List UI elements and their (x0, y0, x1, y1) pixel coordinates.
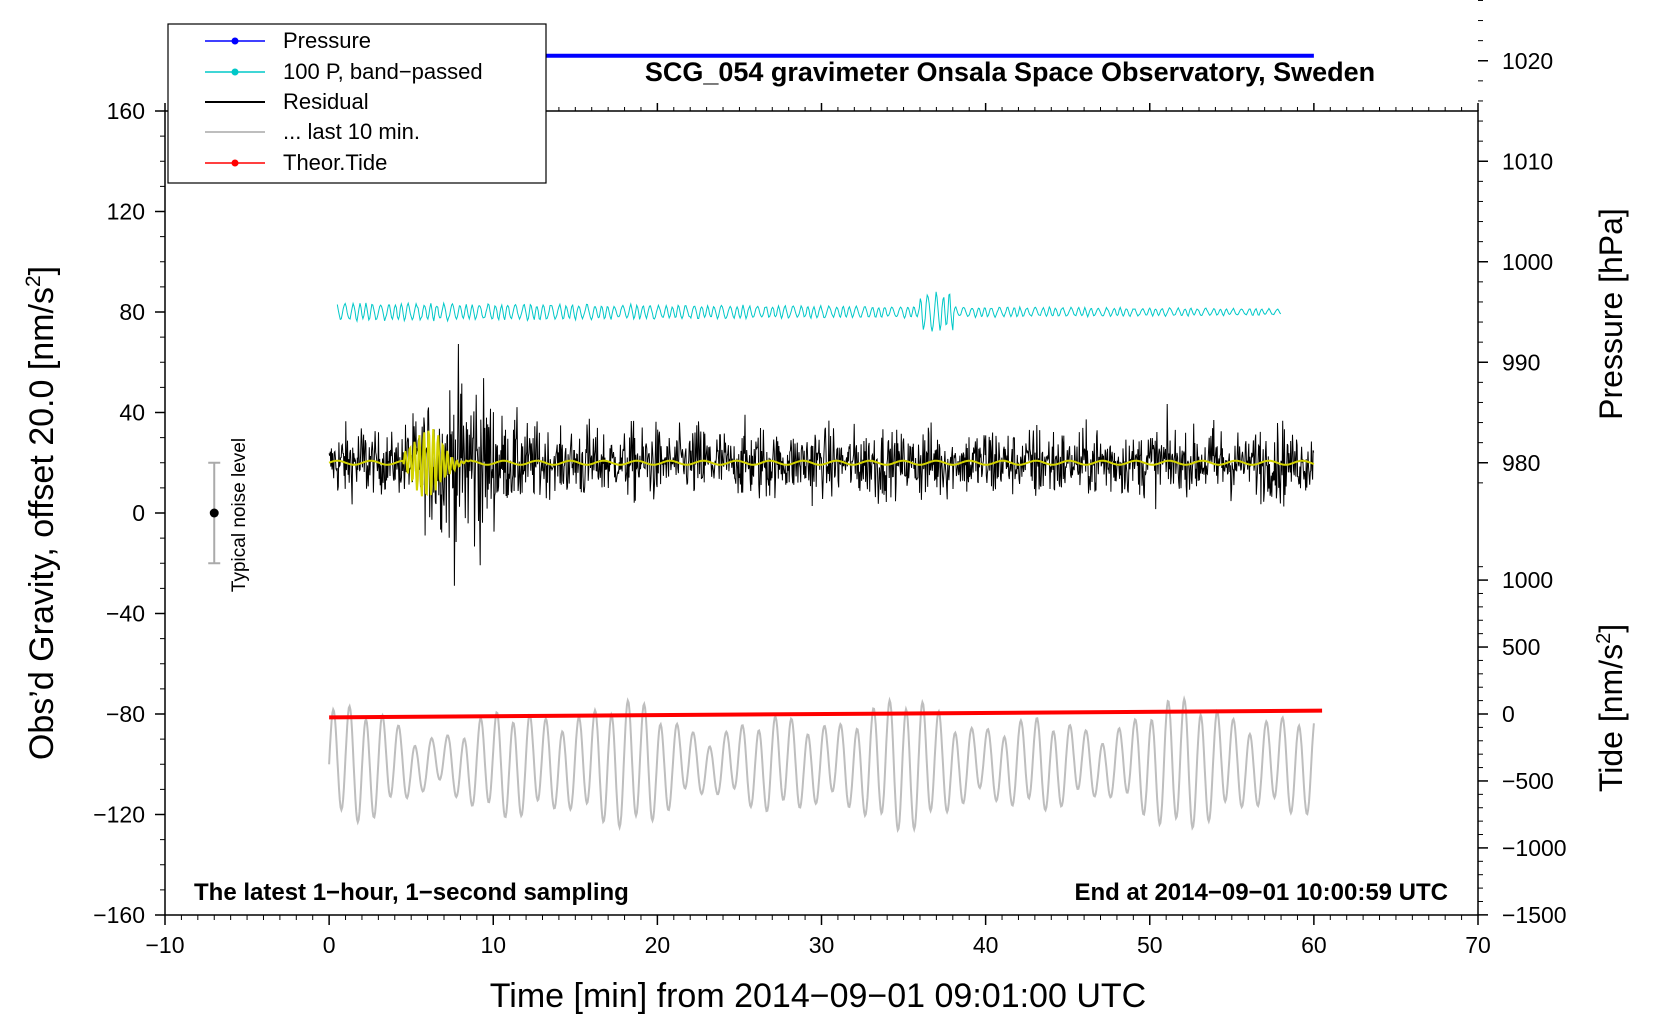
y-axis-label-tide-text: Tide [nm/s (1593, 644, 1629, 792)
series-last-10-min (328, 695, 1315, 834)
annotation-left: The latest 1−hour, 1−second sampling (194, 879, 629, 906)
tide-tick-label: −500 (1502, 768, 1554, 794)
pressure-tick-label: 990 (1502, 349, 1540, 375)
pressure-tick-label: 980 (1502, 450, 1540, 476)
axis-ticks: −10 0 10 20 30 40 50 60 70−160−120−80−4004080120… (93, 0, 1567, 958)
legend-marker-bandpassed (231, 68, 239, 76)
legend-marker-pressure (231, 37, 239, 45)
legend-label-residual: Residual (283, 89, 369, 114)
x-tick-label: 10 (480, 932, 506, 958)
legend-label-last10: ... last 10 min. (283, 119, 420, 144)
series-residual (328, 343, 1315, 586)
tide-tick-label: 500 (1502, 634, 1540, 660)
x-tick-label: 60 (1301, 932, 1327, 958)
y-tick-label: 120 (107, 199, 145, 225)
x-tick-label: 30 (809, 932, 835, 958)
annotation-right: End at 2014−09−01 10:00:59 UTC (1074, 879, 1448, 906)
x-tick-label: −10 (145, 932, 184, 958)
legend-label-pressure: Pressure (283, 28, 371, 53)
y-tick-label: 80 (119, 299, 145, 325)
pressure-tick-label: 1020 (1502, 48, 1553, 74)
noise-level-indicator: Typical noise level (208, 438, 250, 592)
legend-marker-tide (231, 159, 239, 167)
series-band-passed (336, 291, 1282, 332)
y-axis-label-gravity-text: Obs’d Gravity, offset 20.0 [nm/s (23, 287, 61, 760)
tide-tick-label: −1000 (1502, 835, 1567, 861)
y-tick-label: −40 (106, 601, 145, 627)
x-axis-label: Time [min] from 2014−09−01 09:01:00 UTC (490, 977, 1146, 1015)
x-tick-label: 20 (645, 932, 671, 958)
legend-label-tide: Theor.Tide (283, 150, 387, 175)
noise-level-label: Typical noise level (229, 438, 250, 592)
x-tick-label: 50 (1137, 932, 1163, 958)
y-tick-label: −80 (106, 701, 145, 727)
legend-label-bandpassed: 100 P, band−passed (283, 59, 483, 84)
legend: Pressure 100 P, band−passed Residual ...… (167, 23, 547, 184)
y-axis-label-tide-end: ] (1593, 624, 1629, 633)
x-tick-label: 0 (323, 932, 336, 958)
y-axis-label-gravity-end: ] (23, 266, 61, 275)
y-axis-label-pressure: Pressure [hPa] (1593, 208, 1629, 420)
y-axis-label-tide: Tide [nm/s2] (1593, 624, 1629, 792)
y-axis-label-gravity-sup: 2 (22, 275, 45, 287)
x-tick-label: 40 (973, 932, 999, 958)
plot-frame (164, 110, 1479, 916)
chart-title: SCG_054 gravimeter Onsala Space Observat… (645, 57, 1375, 87)
pressure-tick-label: 1010 (1502, 148, 1553, 174)
x-tick-label: 70 (1465, 932, 1491, 958)
series-theor-tide (329, 708, 1323, 720)
y-tick-label: −120 (93, 802, 145, 828)
y-tick-label: 40 (119, 400, 145, 426)
tide-tick-label: 0 (1502, 701, 1515, 727)
y-tick-label: 160 (107, 98, 145, 124)
pressure-tick-label: 1000 (1502, 249, 1553, 275)
tide-tick-label: 1000 (1502, 567, 1553, 593)
series-residual-smoothed (328, 429, 1315, 497)
legend-box (167, 23, 547, 184)
y-axis-label-gravity: Obs’d Gravity, offset 20.0 [nm/s2] (22, 266, 61, 760)
tide-tick-label: −1500 (1502, 902, 1567, 928)
y-tick-label: −160 (93, 902, 145, 928)
noise-center-dot (209, 508, 219, 518)
y-axis-label-tide-sup: 2 (1593, 633, 1615, 644)
y-tick-label: 0 (132, 500, 145, 526)
